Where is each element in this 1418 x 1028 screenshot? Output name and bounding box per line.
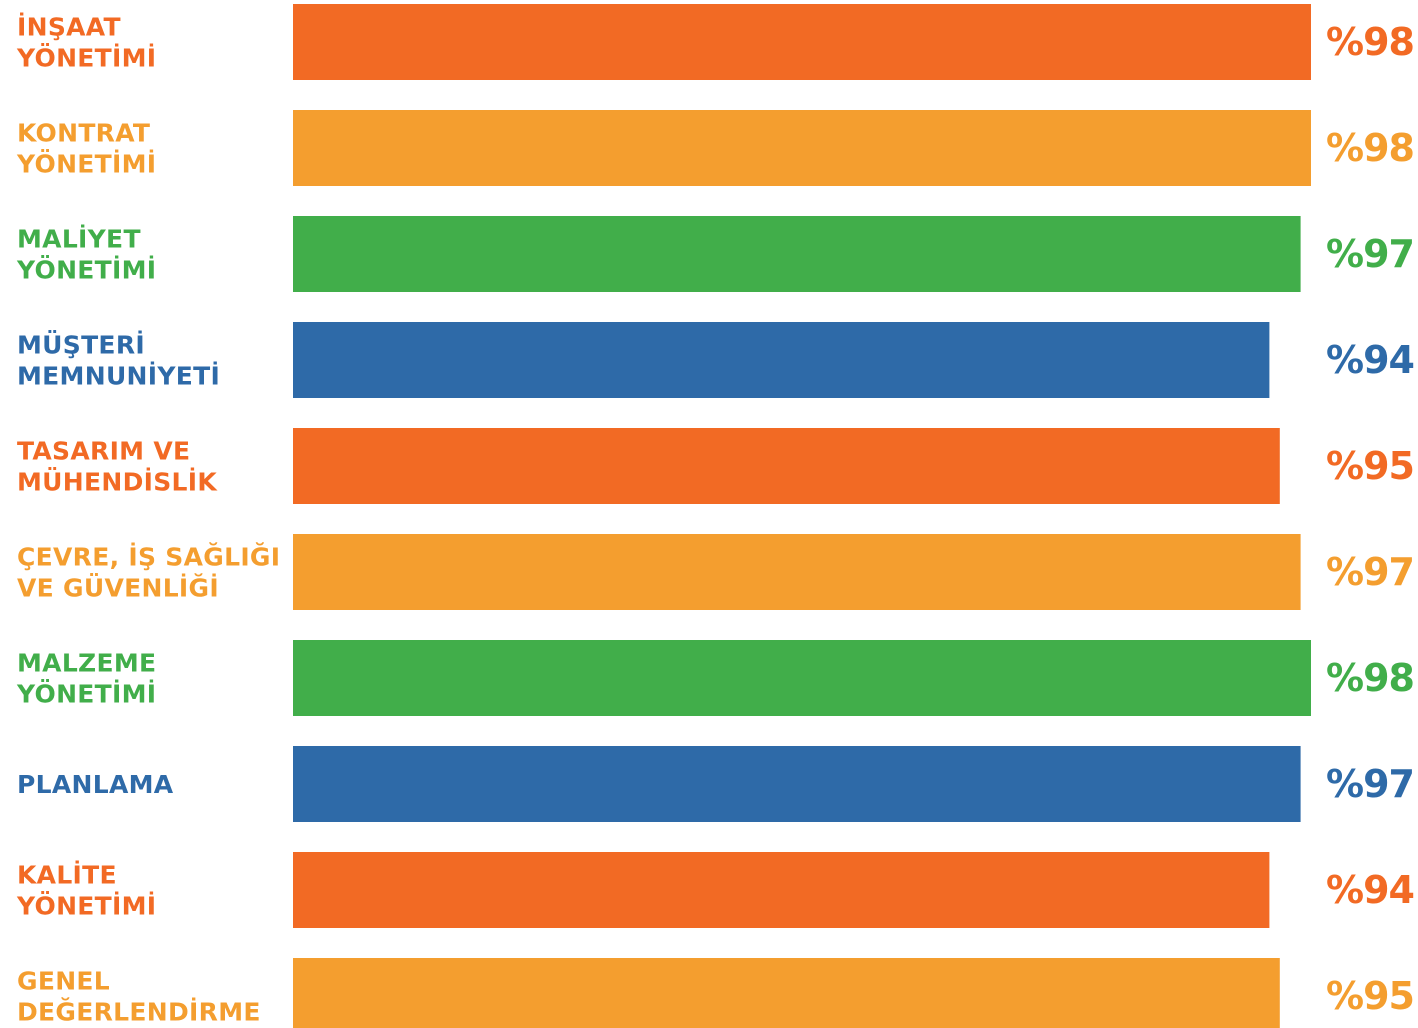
category-label-3-line-2: YÖNETİMİ — [16, 255, 156, 285]
category-label-4-line-1: MÜŞTERİ — [17, 330, 145, 360]
value-label-7: %98 — [1326, 656, 1414, 700]
category-label-3-line-1: MALİYET — [17, 224, 141, 254]
value-label-9: %94 — [1326, 868, 1414, 912]
bar-4 — [293, 322, 1270, 398]
value-label-1: %98 — [1326, 20, 1414, 64]
bar-3 — [293, 216, 1301, 292]
value-label-3: %97 — [1326, 232, 1414, 276]
bar-5 — [293, 428, 1280, 504]
category-label-1-line-1: İNŞAAT — [17, 12, 121, 42]
bar-6 — [293, 534, 1301, 610]
category-label-6-line-2: VE GÜVENLİĞİ — [17, 573, 219, 603]
bar-1 — [293, 4, 1311, 80]
category-label-9-line-1: KALİTE — [17, 860, 117, 890]
category-label-5-line-2: MÜHENDİSLİK — [17, 467, 218, 497]
bar-10 — [293, 958, 1280, 1028]
value-label-8: %97 — [1326, 762, 1414, 806]
bar-8 — [293, 746, 1301, 822]
bar-2 — [293, 110, 1311, 186]
category-label-1-line-2: YÖNETİMİ — [16, 43, 156, 73]
category-label-10-line-1: GENEL — [17, 967, 110, 996]
category-label-7-line-1: MALZEME — [17, 649, 156, 678]
category-label-9-line-2: YÖNETİMİ — [16, 891, 156, 921]
value-label-4: %94 — [1326, 338, 1414, 382]
value-label-5: %95 — [1326, 444, 1414, 488]
category-label-7-line-2: YÖNETİMİ — [16, 679, 156, 709]
value-label-10: %95 — [1326, 974, 1414, 1018]
value-label-2: %98 — [1326, 126, 1414, 170]
category-label-4-line-2: MEMNUNİYETİ — [17, 361, 220, 391]
category-label-2-line-1: KONTRAT — [17, 119, 150, 148]
bar-9 — [293, 852, 1270, 928]
category-label-10-line-2: DEĞERLENDİRME — [17, 997, 261, 1027]
category-label-8-line-1: PLANLAMA — [17, 770, 174, 799]
bar-7 — [293, 640, 1311, 716]
category-label-5-line-1: TASARIM VE — [17, 437, 190, 466]
category-label-2-line-2: YÖNETİMİ — [16, 149, 156, 179]
value-label-6: %97 — [1326, 550, 1414, 594]
category-label-6-line-1: ÇEVRE, İŞ SAĞLIĞI — [17, 542, 280, 572]
